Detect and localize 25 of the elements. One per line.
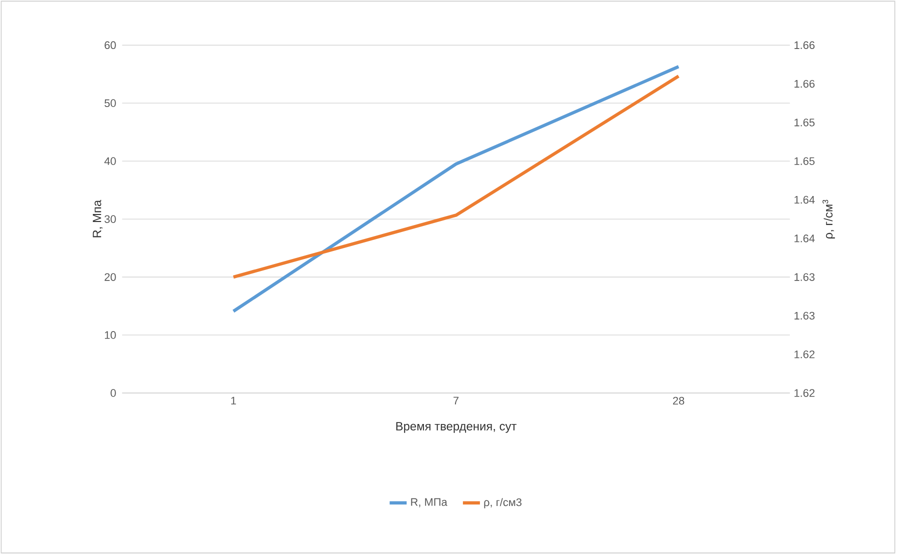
y-tick-label: 60 bbox=[104, 41, 116, 49]
y-tick-label: 10 bbox=[104, 331, 116, 339]
y-tick-label: 30 bbox=[104, 215, 116, 223]
y2-tick-label: 1.66 bbox=[794, 80, 815, 88]
y2-tick-label: 1.63 bbox=[794, 312, 815, 320]
y-tick-label: 40 bbox=[104, 157, 116, 165]
y2-tick-label: 1.63 bbox=[794, 273, 815, 281]
x-tick-label: 28 bbox=[673, 396, 684, 405]
y2-tick-label: 1.66 bbox=[794, 41, 815, 49]
legend-label: ρ, г/см3 bbox=[484, 498, 522, 508]
y2-tick-label: 1.65 bbox=[794, 118, 815, 126]
x-tick-label: 1 bbox=[231, 396, 236, 404]
y2-axis-title: ρ, г/см$^{3}$ bbox=[822, 200, 835, 238]
y-tick-label: 50 bbox=[104, 99, 116, 107]
y2-tick-label: 1.65 bbox=[794, 157, 815, 165]
y2-tick-label: 1.64 bbox=[794, 196, 815, 204]
y2-tick-label: 1.64 bbox=[794, 234, 815, 242]
y-axis-title: R, Мпа bbox=[92, 200, 103, 238]
y2-tick-label: 1.62 bbox=[794, 350, 814, 358]
x-axis-title: Время твердения, сут bbox=[396, 422, 516, 433]
y-tick-label: 0 bbox=[110, 389, 116, 397]
y-tick-label: 20 bbox=[104, 273, 116, 281]
x-tick-label: 7 bbox=[454, 396, 459, 404]
y2-tick-label: 1.62 bbox=[794, 389, 814, 397]
legend-label: R, МПа bbox=[411, 498, 448, 508]
